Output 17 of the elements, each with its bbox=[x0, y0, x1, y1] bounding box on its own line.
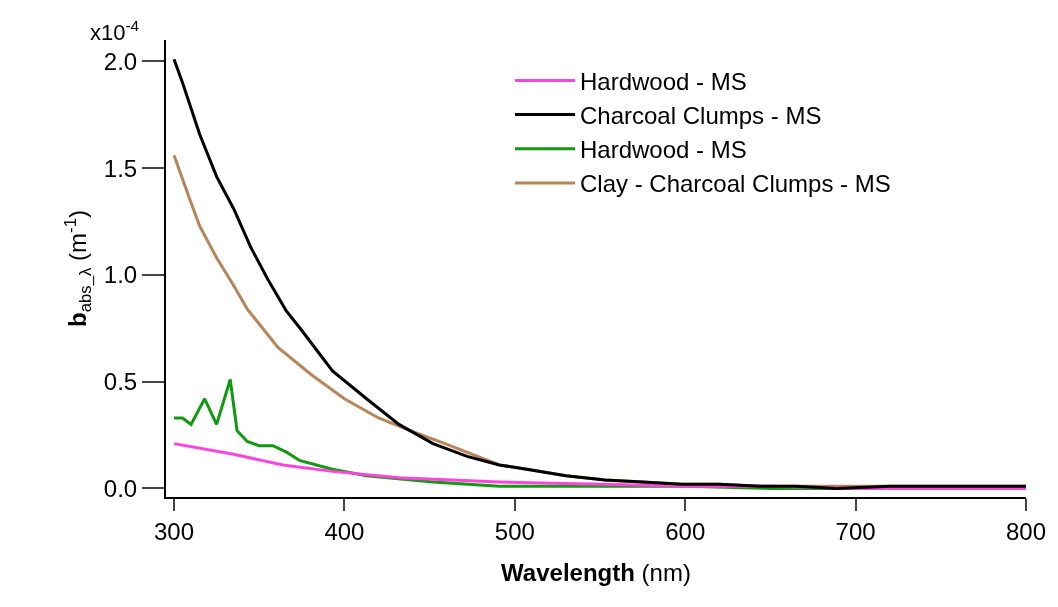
y-tick-label: 1.5 bbox=[103, 154, 138, 182]
legend-label: Hardwood - MS bbox=[580, 67, 747, 95]
legend-label: Clay - Charcoal Clumps - MS bbox=[580, 170, 891, 198]
y-tick-label: 2.0 bbox=[103, 47, 138, 75]
x-tick-label: 400 bbox=[324, 517, 365, 545]
y-tick-label: 1.0 bbox=[103, 261, 138, 289]
x-tick-label: 800 bbox=[1005, 517, 1047, 545]
x-tick-label: 500 bbox=[494, 517, 535, 545]
x-tick-label: 700 bbox=[835, 517, 876, 545]
legend-label: Hardwood - MS bbox=[580, 136, 747, 164]
text: x10$^{-4}$ bbox=[90, 17, 140, 46]
legend-label: Charcoal Clumps - MS bbox=[580, 101, 822, 129]
x-tick-label: 300 bbox=[153, 517, 195, 545]
y-tick-label: 0.5 bbox=[103, 368, 138, 396]
x-tick-label: 600 bbox=[665, 517, 706, 545]
y-tick-label: 0.0 bbox=[103, 474, 138, 502]
x-axis-title: Wavelength (nm) bbox=[501, 558, 691, 586]
